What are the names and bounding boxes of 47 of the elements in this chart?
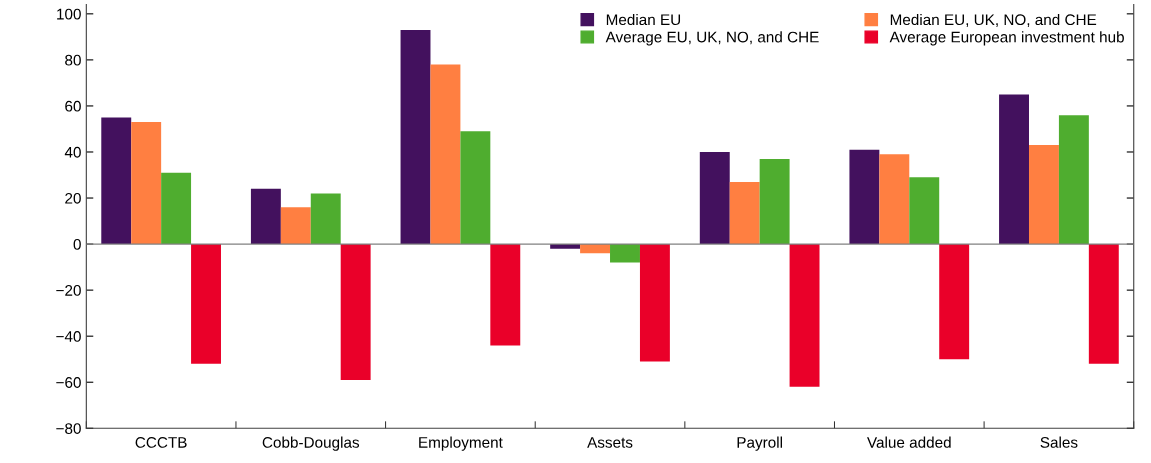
bar	[939, 244, 970, 360]
bar	[789, 244, 820, 387]
legend-label: Average European investment hub	[889, 31, 1124, 46]
bar	[490, 244, 521, 346]
bar	[999, 94, 1029, 245]
bar	[400, 29, 431, 245]
bar	[191, 244, 221, 364]
y-tick-label: −60	[56, 377, 81, 388]
bar	[610, 244, 640, 263]
y-tick-label: 40	[64, 146, 81, 158]
bar	[1088, 244, 1119, 364]
legend-label: Median EU	[606, 13, 681, 26]
x-tick-label: Assets	[587, 437, 633, 448]
bar	[250, 188, 281, 245]
legend-label: Average EU, UK, NO, and CHE	[605, 31, 819, 46]
bar	[879, 154, 910, 245]
bar	[1058, 115, 1089, 245]
bar	[280, 207, 311, 245]
y-tick-label: 100	[57, 8, 81, 20]
bar	[849, 149, 880, 245]
y-tick-label: −80	[56, 423, 81, 434]
y-tick-label: −20	[56, 285, 81, 296]
y-tick-label: 0	[73, 238, 81, 250]
x-tick-label: Employment	[419, 436, 503, 451]
x-tick-label: Cobb-Douglas	[262, 436, 360, 451]
y-tick-label: 60	[65, 100, 81, 112]
bar	[729, 181, 760, 245]
legend-label: Median EU, UK, NO, and CHE	[890, 13, 1097, 27]
x-tick-label: Payroll	[737, 436, 782, 451]
bar	[909, 177, 940, 245]
bar	[699, 151, 730, 245]
bar	[759, 158, 790, 245]
y-tick-label: 20	[65, 192, 81, 204]
y-tick-label: 80	[65, 54, 81, 66]
bar	[131, 122, 162, 245]
bar	[1028, 145, 1059, 245]
x-tick-label: Value added	[867, 436, 951, 448]
bar	[430, 64, 461, 245]
bar	[340, 244, 371, 380]
bar	[310, 193, 341, 245]
x-tick-label: Sales	[1040, 436, 1078, 448]
bar	[460, 131, 491, 245]
x-tick-label: CCCTB	[135, 437, 187, 448]
bar	[101, 117, 132, 245]
y-tick-label: −40	[56, 331, 81, 342]
bar	[639, 244, 670, 362]
bar	[161, 172, 192, 245]
